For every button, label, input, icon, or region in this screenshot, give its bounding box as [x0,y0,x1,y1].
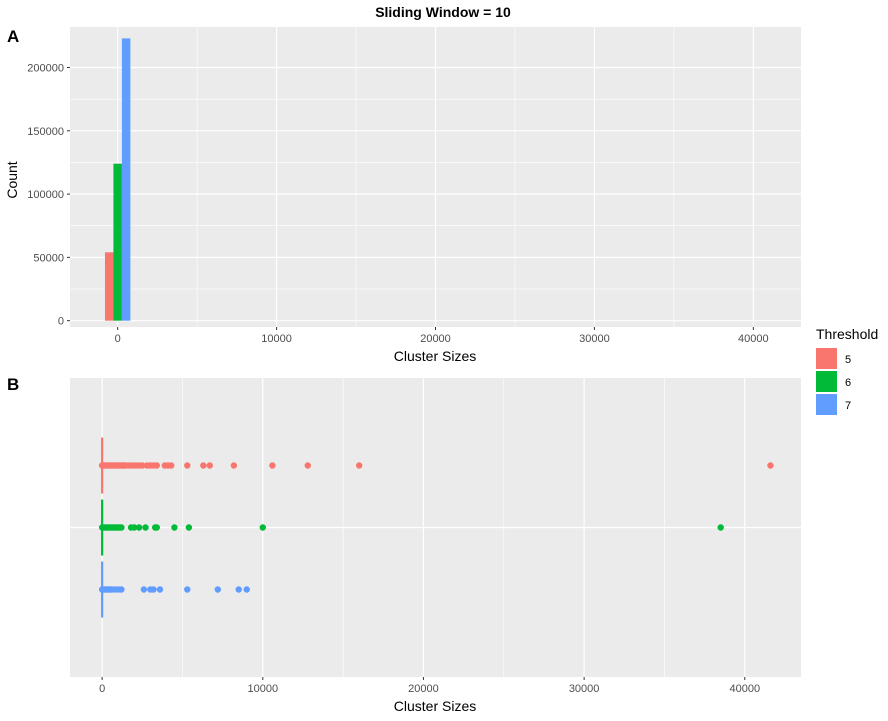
data-point-threshold-5 [269,462,276,469]
data-point-threshold-5 [230,462,238,469]
legend-label-6: 6 [845,377,851,389]
data-point-threshold-5 [206,462,213,469]
data-point-threshold-5 [153,462,160,469]
data-point-threshold-6 [717,524,724,531]
data-point-threshold-6 [171,524,178,531]
panel-a-x-tick-label: 20000 [420,333,451,345]
panel-label-a: A [7,27,19,46]
data-point-threshold-6 [118,524,125,531]
panel-a-y-tick-label: 200000 [27,63,64,75]
panel-label-b: B [7,375,19,394]
data-point-threshold-5 [767,462,774,469]
data-point-threshold-5 [184,462,191,469]
panel-b-x-axis-title: Cluster Sizes [394,698,476,714]
panel-a-x-axis-title: Cluster Sizes [394,348,476,364]
data-point-threshold-6 [135,524,143,531]
panel-a-y-axis-title: Count [4,161,20,198]
legend-key-6 [816,371,837,392]
data-point-threshold-7 [235,586,242,593]
data-point-threshold-5 [139,462,146,469]
legend: Threshold 5 6 7 [816,326,878,415]
histogram-bar-threshold-6 [113,163,122,321]
data-point-threshold-5 [168,462,175,469]
data-point-threshold-6 [131,524,138,531]
legend-title: Threshold [816,326,878,342]
data-point-threshold-7 [184,586,191,593]
data-point-threshold-7 [243,586,250,593]
chart-title: Sliding Window = 10 [375,4,511,20]
data-point-threshold-7 [214,586,222,593]
panel-a-x-tick-label: 30000 [579,333,610,345]
panel-a-histogram: 0 10000 20000 30000 40000 0 50000 100000 150000 2… [27,27,801,345]
panel-a-x-tick-label: 40000 [738,333,769,345]
panel-a-x-tick-label: 10000 [261,333,292,345]
legend-label-5: 5 [845,354,851,366]
data-point-threshold-6 [142,524,149,531]
panel-a-y-tick-label: 100000 [27,189,64,201]
data-point-threshold-7 [150,586,157,593]
panel-b-x-tick-label: 30000 [569,683,600,695]
panel-b-scatter: 0 10000 20000 30000 40000 [70,378,801,695]
panel-a-y-tick-label: 0 [58,316,64,328]
histogram-bar-threshold-5 [104,252,114,321]
panel-b-x-tick-label: 20000 [408,683,439,695]
panel-b-x-tick-label: 40000 [729,683,760,695]
data-point-threshold-6 [259,524,266,531]
data-point-threshold-6 [153,524,160,531]
data-point-threshold-5 [304,462,311,469]
data-point-threshold-7 [118,586,125,593]
legend-key-5 [816,348,837,369]
panel-b-x-tick-label: 10000 [247,683,278,695]
data-point-threshold-7 [140,586,148,593]
panel-a-y-tick-label: 150000 [27,126,64,138]
data-point-threshold-5 [355,462,363,469]
histogram-bar-threshold-7 [121,38,131,321]
legend-label-7: 7 [845,400,851,412]
data-point-threshold-5 [200,462,207,469]
panel-a-y-tick-label: 50000 [33,252,64,264]
legend-key-7 [816,394,837,415]
panel-b-x-tick-label: 0 [99,683,105,695]
data-point-threshold-6 [185,524,193,531]
panel-a-x-tick-label: 0 [115,333,121,345]
data-point-threshold-7 [156,586,164,593]
